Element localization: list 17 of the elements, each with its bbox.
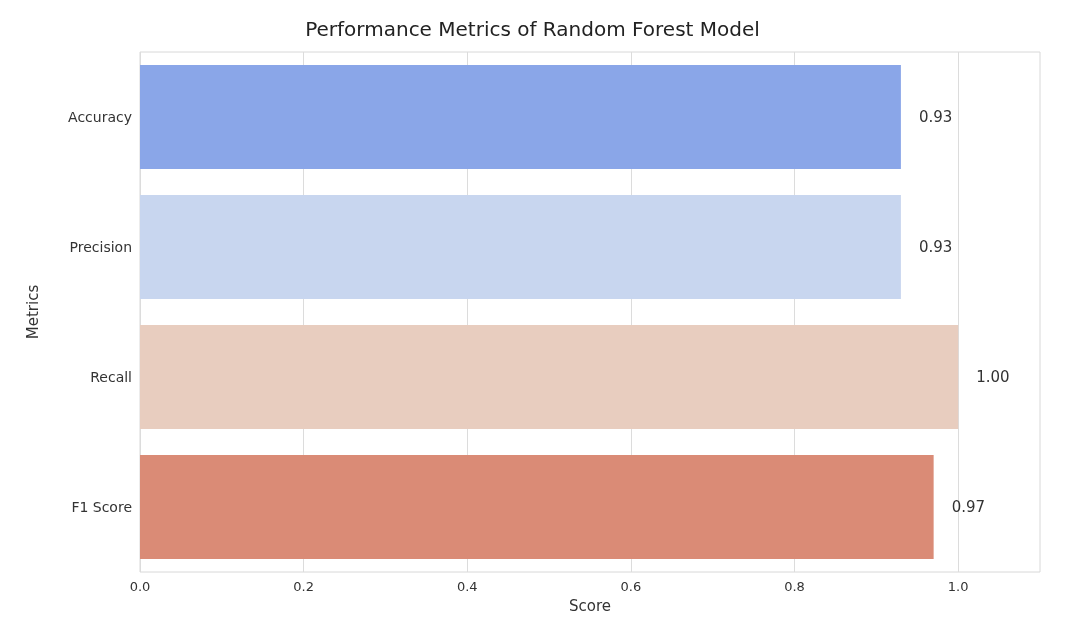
- y-tick-label: F1 Score: [71, 499, 132, 515]
- data-label: 0.97: [951, 498, 986, 516]
- y-axis-title: Metrics: [23, 284, 42, 340]
- x-tick-label: 0.8: [784, 579, 805, 594]
- y-tick-label: Precision: [69, 239, 132, 255]
- chart-title: Performance Metrics of Random Forest Model: [305, 17, 760, 41]
- x-axis-title: Score: [568, 596, 612, 615]
- y-tick-label: Accuracy: [68, 109, 132, 125]
- x-tick-label: 0.0: [129, 579, 151, 594]
- y-tick-label: Recall: [90, 369, 132, 385]
- x-tick-label: 0.2: [293, 579, 314, 594]
- x-tick-label: 0.4: [456, 579, 478, 594]
- x-tick-label: 0.6: [620, 579, 642, 594]
- data-label: 0.93: [918, 238, 953, 256]
- x-tick-label: 1.0: [947, 579, 969, 594]
- data-label: 0.93: [918, 108, 953, 126]
- data-label: 1.00: [976, 368, 1010, 386]
